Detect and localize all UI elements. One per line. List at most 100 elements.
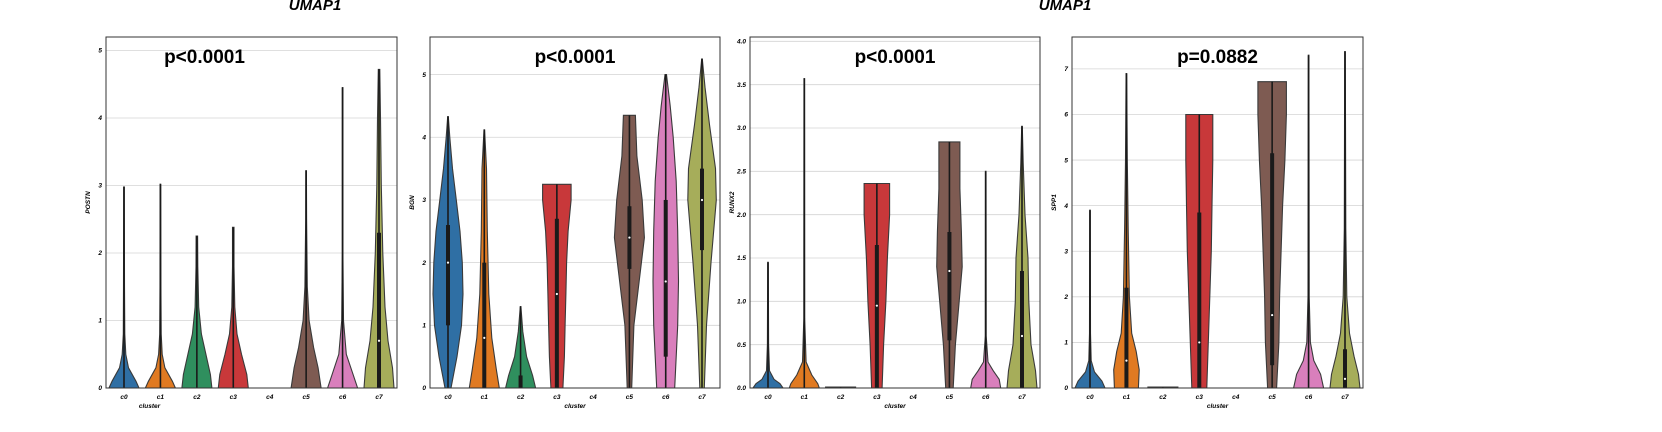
y-tick-label: 7 <box>1064 66 1068 73</box>
y-tick-label: 0 <box>1064 385 1068 392</box>
iqr-box-c3 <box>1197 212 1202 388</box>
x-tick-label: c6 <box>982 394 990 401</box>
median-dot-c7 <box>700 198 704 202</box>
median-dot-c5 <box>628 236 631 239</box>
iqr-box-c3 <box>874 245 879 388</box>
x-tick-label: c7 <box>698 394 706 401</box>
y-tick-label: 1.5 <box>737 255 746 262</box>
iqr-box-c0 <box>446 225 450 326</box>
y-tick-label: 5 <box>422 72 426 79</box>
x-tick-label: c1 <box>481 394 489 401</box>
x-tick-label: c6 <box>662 394 670 401</box>
y-tick-label: 2.0 <box>736 212 746 219</box>
x-tick-label: c5 <box>303 394 311 401</box>
iqr-box-c5 <box>947 232 952 341</box>
median-dot-c1 <box>483 336 486 339</box>
umap-title-right: UMAP1 <box>1039 0 1092 14</box>
y-tick-label: 4 <box>421 134 426 141</box>
x-tick-label: c2 <box>193 394 201 401</box>
y-tick-label: 0 <box>422 385 426 392</box>
iqr-box-c1 <box>482 262 487 388</box>
plot-frame <box>749 36 1041 389</box>
x-tick-label: c0 <box>764 394 772 401</box>
y-tick-label: 1 <box>1064 340 1068 347</box>
y-tick-label: 6 <box>1064 112 1068 119</box>
x-tick-label: c6 <box>1305 394 1313 401</box>
y-tick-label: 2 <box>1063 294 1068 301</box>
median-dot-c3 <box>1198 341 1201 344</box>
iqr-box-c7 <box>377 232 381 388</box>
median-dot-c6 <box>664 280 667 283</box>
y-tick-label: 2 <box>97 250 102 257</box>
y-tick-label: 0.0 <box>737 385 746 392</box>
y-tick-label: 0 <box>98 385 102 392</box>
x-tick-label: c4 <box>910 394 918 401</box>
x-tick-label: c4 <box>1232 394 1240 401</box>
plot-frame <box>1071 36 1364 389</box>
y-tick-label: 2 <box>421 260 426 267</box>
x-axis-label: cluster <box>884 403 906 410</box>
y-tick-label: 4.0 <box>736 39 746 46</box>
x-tick-label: c2 <box>1159 394 1167 401</box>
y-tick-label: 3.5 <box>737 82 746 89</box>
iqr-box-c7 <box>700 168 704 251</box>
x-tick-label: c3 <box>1196 394 1204 401</box>
x-axis-label: cluster <box>139 403 161 410</box>
x-tick-label: c2 <box>837 394 845 401</box>
median-dot-c3 <box>875 304 878 307</box>
y-tick-label: 3.0 <box>737 125 746 132</box>
x-tick-label: c1 <box>801 394 809 401</box>
median-dot-c0 <box>446 261 450 264</box>
x-axis-label: cluster <box>564 403 586 410</box>
iqr-box-c5 <box>1270 153 1275 366</box>
y-tick-label: 5 <box>98 48 102 55</box>
x-tick-label: c1 <box>157 394 165 401</box>
umap-title-left: UMAP1 <box>289 0 342 14</box>
x-tick-label: c0 <box>444 394 452 401</box>
x-tick-label: c3 <box>230 394 238 401</box>
y-tick-label: 4 <box>97 115 102 122</box>
x-tick-label: c7 <box>1018 394 1026 401</box>
violin-panel-postn: 0 1 2 3 4 5 c0 c1 c2 c3 c4 c5 c6 c7 p<0.0001 cluster POS… <box>85 36 398 410</box>
iqr-box-c3 <box>554 218 559 388</box>
y-axis-label: RUNX2 <box>729 191 736 213</box>
median-dot-c3 <box>555 292 558 296</box>
iqr-box-c7 <box>1020 271 1024 388</box>
y-tick-label: 3 <box>1064 248 1068 255</box>
violin-panel-runx2: 0.0 0.5 1.0 1.5 2.0 2.5 3.0 3.5 4.0 c0 c1 c2 c3 c4 c5 c… <box>729 36 1041 410</box>
y-tick-label: 2.5 <box>736 169 746 176</box>
median-dot-c7 <box>1343 377 1347 380</box>
x-tick-label: c4 <box>590 394 598 401</box>
x-tick-label: c0 <box>1086 394 1094 401</box>
x-tick-label: c5 <box>946 394 954 401</box>
median-dot-c5 <box>948 269 951 273</box>
p-value-title: p<0.0001 <box>164 47 245 68</box>
iqr-box-c1 <box>1124 287 1129 388</box>
y-axis-label: SPP1 <box>1051 194 1058 211</box>
x-tick-label: c1 <box>1123 394 1131 401</box>
iqr-box-c2 <box>518 375 523 388</box>
x-tick-label: c2 <box>517 394 525 401</box>
y-tick-label: 3 <box>98 183 102 190</box>
x-tick-label: c7 <box>1341 394 1349 401</box>
y-tick-label: 3 <box>422 197 426 204</box>
x-tick-label: c4 <box>266 394 274 401</box>
median-dot-c1 <box>1125 359 1128 362</box>
iqr-box-c7 <box>1343 349 1347 388</box>
x-tick-label: c5 <box>626 394 634 401</box>
x-tick-label: c3 <box>873 394 881 401</box>
y-tick-label: 1 <box>422 323 426 330</box>
y-tick-label: 1 <box>98 318 102 325</box>
x-tick-label: c7 <box>375 394 383 401</box>
plot-frame <box>105 36 398 389</box>
y-axis-label: POSTN <box>85 191 92 214</box>
x-tick-label: c0 <box>120 394 128 401</box>
p-value-title: p=0.0882 <box>1177 47 1258 68</box>
median-dot-c7 <box>1020 334 1024 338</box>
y-axis-label: BGN <box>409 195 416 210</box>
y-tick-label: 5 <box>1064 157 1068 164</box>
x-tick-label: c3 <box>553 394 561 401</box>
violin-panel-bgn: 0 1 2 3 4 5 c0 c1 c2 c3 c4 c5 c6 c7 p<0.0001 cluster BGN <box>409 36 721 410</box>
plot-frame <box>429 36 721 389</box>
